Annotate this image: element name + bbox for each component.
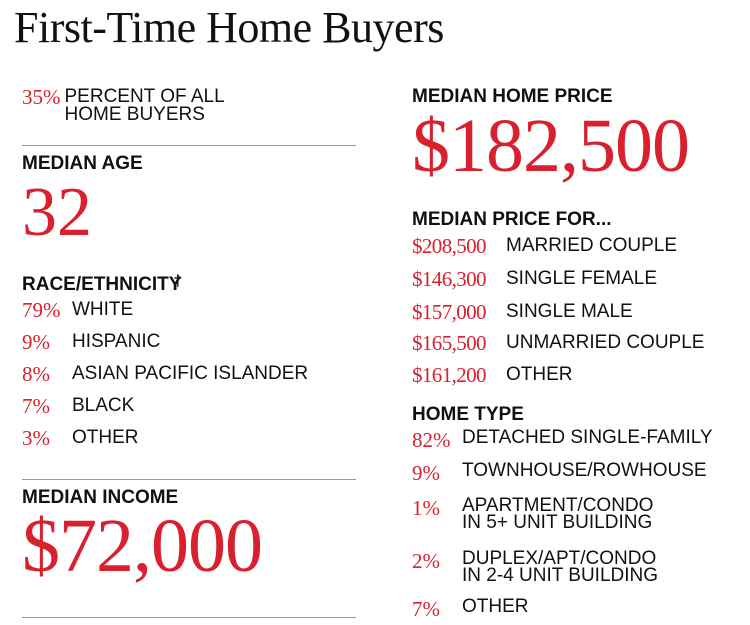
home-type-value: 9%: [412, 461, 440, 485]
median-income-value: $72,000: [22, 504, 263, 588]
divider: [22, 617, 356, 618]
race-label: OTHER: [72, 427, 139, 448]
chart-title: First-Time Home Buyers: [14, 3, 444, 52]
median-age-label: MEDIAN AGE: [22, 153, 143, 174]
median-age-value: 32: [22, 174, 92, 251]
divider: [22, 145, 356, 146]
home-type-label: DUPLEX/APT/CONDO IN 2-4 UNIT BUILDING: [462, 548, 659, 586]
home-type-value: 82%: [412, 428, 451, 452]
home-type-label: TOWNHOUSE/ROWHOUSE: [462, 460, 707, 481]
home-type-value: 2%: [412, 549, 440, 573]
home-type-label: OTHER: [462, 596, 529, 617]
home-type-label-line2: IN 5+ UNIT BUILDING: [462, 512, 653, 533]
share-of-buyers: 35% PERCENT OF ALL HOME BUYERS: [22, 86, 225, 124]
race-ethnicity-heading: RACE/ETHNICITY†: [22, 273, 190, 297]
race-footnote-marker: †: [173, 273, 183, 290]
race-value: 8%: [22, 362, 50, 386]
share-label: PERCENT OF ALL HOME BUYERS: [61, 86, 225, 124]
home-type-label-line1: DETACHED SINGLE-FAMILY: [462, 427, 713, 448]
home-type-label-line1: OTHER: [462, 596, 529, 617]
race-value: 9%: [22, 330, 50, 354]
price-label: SINGLE MALE: [506, 301, 633, 322]
share-label-line2: HOME BUYERS: [64, 104, 205, 125]
share-label-line1: PERCENT OF ALL: [64, 86, 225, 107]
home-type-label-line1: DUPLEX/APT/CONDO: [462, 548, 657, 569]
divider: [22, 479, 356, 480]
price-value: $208,500: [412, 234, 487, 258]
median-income-label: MEDIAN INCOME: [22, 487, 179, 508]
home-type-label: APARTMENT/CONDO IN 5+ UNIT BUILDING: [462, 495, 654, 533]
home-type-value: 1%: [412, 496, 440, 520]
median-home-price-value: $182,500: [412, 104, 690, 188]
home-type-label: HOME TYPE: [412, 404, 524, 425]
price-value: $146,300: [412, 267, 487, 291]
price-value: $157,000: [412, 300, 487, 324]
median-home-price-label: MEDIAN HOME PRICE: [412, 86, 613, 107]
race-value: 7%: [22, 394, 50, 418]
race-label: HISPANIC: [72, 331, 161, 352]
race-ethnicity-label: RACE/ETHNICITY: [22, 274, 182, 295]
home-type-label: DETACHED SINGLE-FAMILY: [462, 427, 713, 448]
race-label: WHITE: [72, 299, 134, 320]
race-value: 79%: [22, 298, 61, 322]
home-type-label-line1: APARTMENT/CONDO: [462, 495, 654, 516]
price-value: $161,200: [412, 363, 487, 387]
race-label: ASIAN PACIFIC ISLANDER: [72, 363, 309, 384]
price-label: UNMARRIED COUPLE: [506, 332, 705, 353]
share-value: 35%: [22, 85, 61, 109]
price-label: OTHER: [506, 364, 573, 385]
price-value: $165,500: [412, 331, 487, 355]
price-label: SINGLE FEMALE: [506, 268, 657, 289]
home-type-label-line1: TOWNHOUSE/ROWHOUSE: [462, 460, 707, 481]
home-type-value: 7%: [412, 597, 440, 621]
race-value: 3%: [22, 426, 50, 450]
median-price-for-label: MEDIAN PRICE FOR...: [412, 209, 612, 230]
home-type-label-line2: IN 2-4 UNIT BUILDING: [462, 565, 659, 586]
race-label: BLACK: [72, 395, 135, 416]
price-label: MARRIED COUPLE: [506, 235, 678, 256]
